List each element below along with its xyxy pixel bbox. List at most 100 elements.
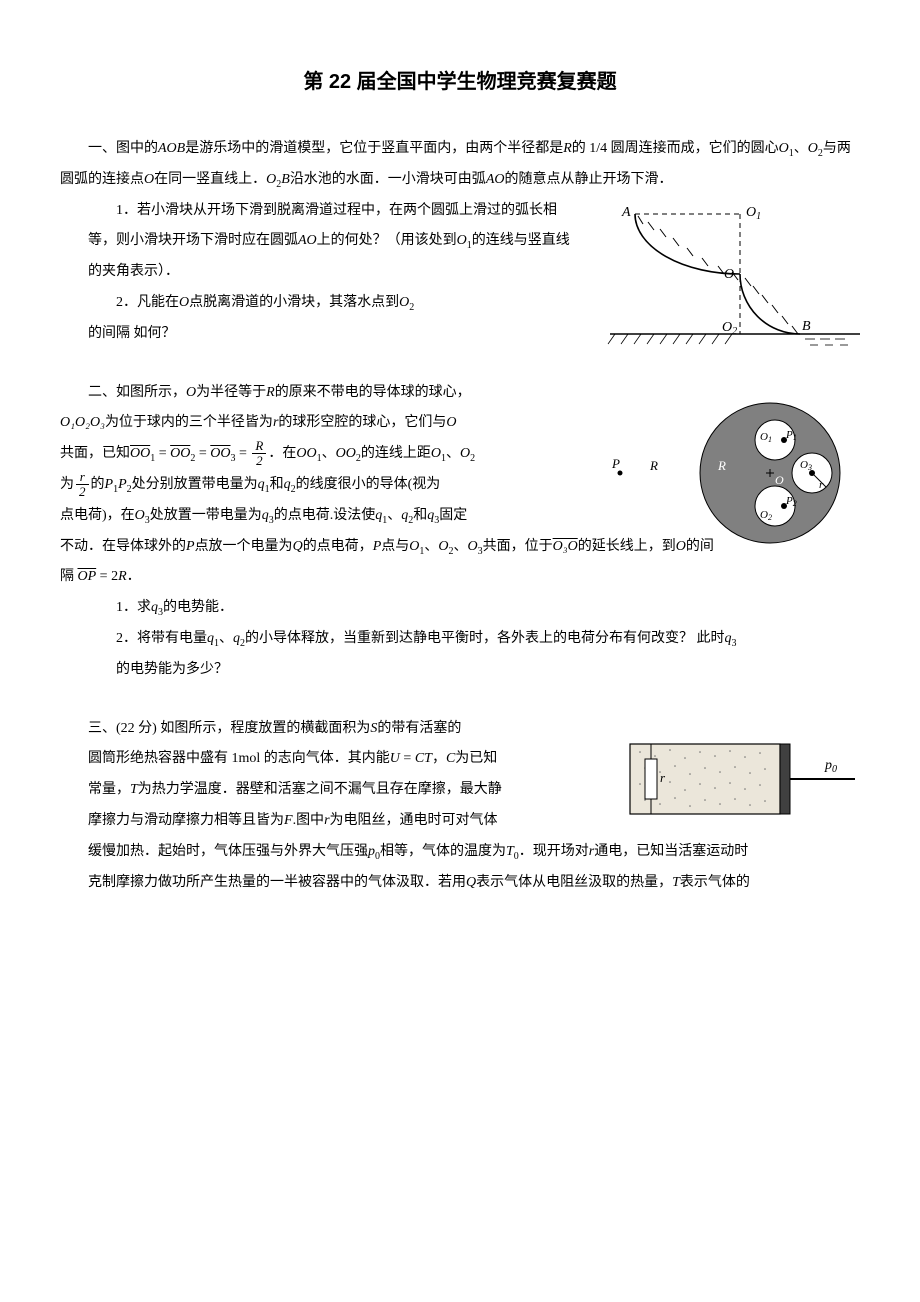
- text: 的 1/4 圆周连接而成，它们的圆心: [572, 141, 779, 156]
- var-R: R: [563, 141, 572, 156]
- text: 、: [424, 539, 438, 554]
- text: 上的何处？（用该处到: [317, 233, 457, 248]
- q3-l5: 缓慢加热．起始时，气体压强与外界大气压强p0相等，气体的温度为T0．现开场对r通…: [88, 837, 860, 868]
- var-O: O: [179, 295, 189, 310]
- q2-sub2: 2．将带有电量q1、q2的小导体释放，当重新到达静电平衡时，各外表上的电荷分布有…: [88, 624, 860, 655]
- var: p: [368, 844, 375, 859]
- text: 相等，气体的温度为: [380, 844, 506, 859]
- q2-l4: 为r2的P1P2处分别放置带电量为q1和q2的线度很小的导体(视为: [60, 470, 590, 501]
- text: 的线度很小的导体(视为: [296, 477, 441, 492]
- fig-label-O2s: 2: [732, 326, 737, 337]
- text: 的球形空腔的球心，它们与: [278, 415, 446, 430]
- var: O: [409, 539, 419, 554]
- text: 三、(22 分) 如图所示，程度放置的横截面积为: [88, 721, 370, 736]
- var: T: [506, 844, 514, 859]
- text: 的电势能．: [163, 600, 233, 615]
- q3-l1: 三、(22 分) 如图所示，程度放置的横截面积为S的带有活塞的: [60, 714, 610, 745]
- var: OO: [296, 446, 316, 461]
- text: 、: [322, 446, 336, 461]
- text: ．: [127, 569, 141, 584]
- text: 隔: [60, 569, 78, 584]
- sub: 1: [150, 453, 155, 464]
- fig-label-O1s: 1: [756, 211, 761, 222]
- var: O: [431, 446, 441, 461]
- question-3: r p0 三、(22 分) 如图所示，程度放置的横截面积为S的带有活塞的 圆筒形…: [60, 714, 860, 899]
- fig-P2s: 2: [793, 499, 797, 508]
- var-B: B: [281, 172, 290, 187]
- text: 1．求: [116, 600, 151, 615]
- text: 为热力学温度．器壁和活塞之间不漏气且存在摩擦，最大静: [138, 782, 502, 797]
- sub: 3: [231, 453, 236, 464]
- text: 点电荷)，在: [60, 508, 135, 523]
- fig-O3s: 3: [807, 463, 812, 472]
- var: O: [135, 508, 145, 523]
- fig-label-O: O: [724, 267, 734, 282]
- var: O: [438, 539, 448, 554]
- text: 点脱离滑道的小滑块，其落水点到: [189, 295, 399, 310]
- fig-label-O1: O: [746, 205, 756, 220]
- fig-P1s: 1: [793, 433, 797, 442]
- svg-text:p0: p0: [824, 758, 837, 775]
- var: F: [284, 813, 293, 828]
- var: P: [105, 477, 114, 492]
- var: C: [446, 751, 455, 766]
- sub: 2: [470, 453, 475, 464]
- text: 圆筒形绝热容器中盛有 1mol 的志向气体．其内能: [88, 751, 390, 766]
- var: T: [672, 875, 680, 890]
- text: 为半径等于: [196, 385, 266, 400]
- q2-sub2b: 的电势能为多少？: [116, 655, 860, 686]
- fig-O: O: [775, 473, 784, 487]
- text: 、: [387, 508, 401, 523]
- var: q: [262, 508, 269, 523]
- page-title: 第 22 届全国中学生物理竞赛复赛题: [60, 60, 860, 104]
- sub: 2: [409, 302, 414, 313]
- text: 是游乐场中的滑道模型，它位于竖直平面内，由两个半径都是: [185, 141, 563, 156]
- q3-figure: r p0: [620, 724, 860, 834]
- text: ，: [432, 751, 446, 766]
- q2-l3: 共面，已知OO1 = OO2 = OO3 = R2．在OO1、OO2的连线上距O…: [60, 439, 590, 470]
- var: CT: [415, 751, 432, 766]
- text: 的点电荷，: [303, 539, 373, 554]
- text: 处放置一带电量为: [150, 508, 262, 523]
- var: U: [390, 751, 400, 766]
- text: 常量，: [88, 782, 130, 797]
- text: 点放一个电量为: [195, 539, 293, 554]
- text: 固定: [439, 508, 467, 523]
- var: P: [186, 539, 195, 554]
- var: T: [130, 782, 138, 797]
- q2-figure: R R P O O1 P1 O2 P2 O3 r: [600, 388, 860, 558]
- question-1: 一、图中的 AO B 是游乐场中的滑道模型，它位于竖直平面内，由两个半径都是R的 1/…: [60, 134, 860, 350]
- text: 的: [91, 477, 105, 492]
- q3-l3: 常量，T为热力学温度．器壁和活塞之间不漏气且存在摩擦，最大静: [88, 775, 610, 806]
- var-OO3: OO: [210, 446, 230, 461]
- text: 一、图中的: [88, 141, 158, 156]
- text: 和: [413, 508, 427, 523]
- svg-text:O1: O1: [746, 205, 761, 222]
- text: 为: [60, 477, 74, 492]
- var-O: O: [144, 172, 154, 187]
- frac-r-2: r2: [76, 470, 89, 500]
- var: P: [118, 477, 127, 492]
- text: 的带有活塞的: [377, 721, 461, 736]
- text: 和: [270, 477, 284, 492]
- sub: 2: [190, 453, 195, 464]
- var: q: [151, 600, 158, 615]
- text: 的连线上距: [361, 446, 431, 461]
- text: 、: [454, 539, 468, 554]
- text: 表示气体从电阻丝汲取的热量，: [476, 875, 672, 890]
- var-O1: O: [779, 141, 789, 156]
- text: 的小导体释放，当重新到达静电平衡时，各外表上的电荷分布有何改变？ 此时: [245, 631, 725, 646]
- var-O3O: O₃O: [553, 539, 578, 554]
- text: 的点电荷.设法使: [274, 508, 376, 523]
- var-OO2: OO: [170, 446, 190, 461]
- q1-sub2: 2．凡能在O点脱离滑道的小滑块，其落水点到O2: [88, 288, 570, 319]
- q2-l5: 点电荷)，在O3处放置一带电量为q3的点电荷.设法使q1、q2和q3固定: [60, 501, 590, 532]
- text: 共面，已知: [60, 446, 130, 461]
- q3-l6: 克制摩擦力做功所产生热量的一半被容器中的气体汲取．若用Q表示气体从电阻丝汲取的热…: [88, 868, 860, 899]
- q1-sub1: 1．若小滑块从开场下滑到脱离滑道过程中，在两个圆弧上滑过的弧长相等，则小滑块开场…: [88, 196, 570, 288]
- var-AO: AO: [298, 233, 317, 248]
- text: 沿水池的水面．一小滑块可由弧: [290, 172, 486, 187]
- text: 为电阻丝，通电时可对气体: [330, 813, 498, 828]
- question-2: R R P O O1 P1 O2 P2 O3 r 二、如图所示，O为半径等于R的…: [60, 378, 860, 686]
- fig-O1: O: [760, 431, 768, 443]
